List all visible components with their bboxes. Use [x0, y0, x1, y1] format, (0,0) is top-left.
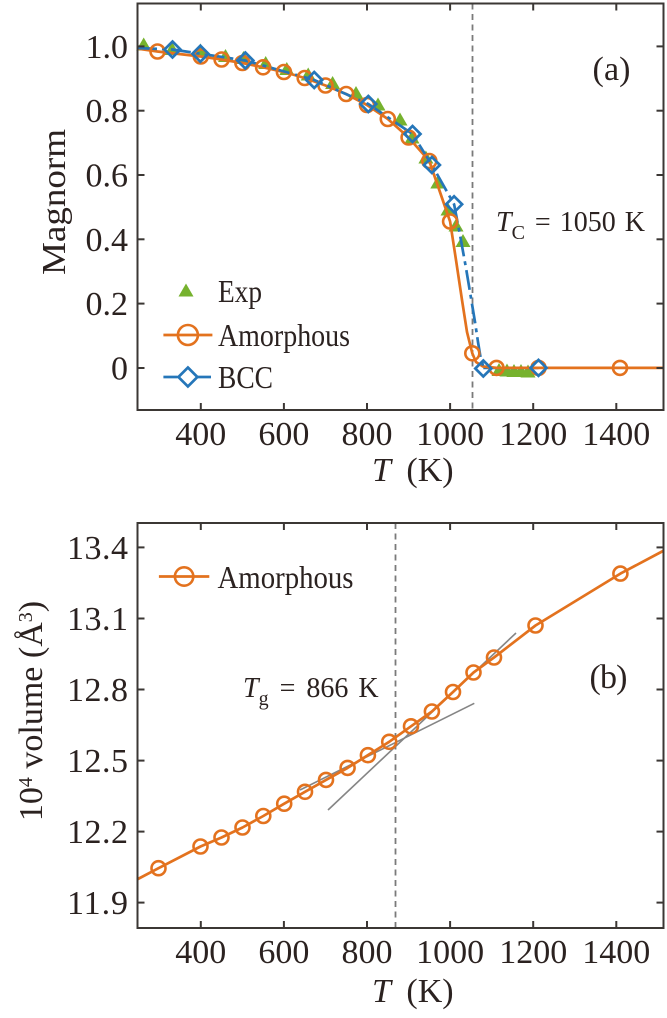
svg-text:1200: 1200	[499, 416, 567, 453]
svg-text:1000: 1000	[416, 416, 484, 453]
svg-text:600: 600	[258, 416, 309, 453]
svg-text:800: 800	[342, 416, 393, 453]
svg-text:13.1: 13.1	[67, 601, 128, 638]
svg-text:0.2: 0.2	[86, 286, 129, 323]
svg-text:1.0: 1.0	[86, 29, 129, 66]
svg-text:T (K): T (K)	[372, 452, 454, 489]
svg-text:BCC: BCC	[218, 359, 273, 395]
svg-text:12.5: 12.5	[67, 743, 128, 780]
svg-text:104 volume (Å3): 104 volume (Å3)	[13, 601, 50, 821]
svg-text:11.9: 11.9	[67, 885, 128, 922]
svg-text:1200: 1200	[499, 934, 567, 971]
svg-text:600: 600	[258, 934, 309, 971]
svg-text:800: 800	[342, 934, 393, 971]
svg-text:400: 400	[175, 416, 226, 453]
svg-text:1400: 1400	[582, 416, 650, 453]
svg-text:12.8: 12.8	[67, 672, 128, 709]
svg-text:(b): (b)	[590, 659, 628, 696]
svg-text:400: 400	[175, 934, 226, 971]
svg-text:0.4: 0.4	[86, 222, 129, 259]
svg-text:Exp: Exp	[218, 273, 262, 309]
svg-text:0: 0	[111, 351, 128, 388]
svg-text:12.2: 12.2	[67, 814, 128, 851]
svg-text:T (K): T (K)	[372, 973, 454, 1010]
svg-text:13.4: 13.4	[67, 530, 128, 567]
svg-text:Amorphous: Amorphous	[218, 559, 354, 595]
svg-text:Magnorm: Magnorm	[36, 129, 73, 275]
svg-text:1000: 1000	[416, 934, 484, 971]
svg-text:0.6: 0.6	[86, 158, 129, 195]
svg-text:(a): (a)	[593, 51, 631, 88]
svg-text:0.8: 0.8	[86, 93, 129, 130]
svg-text:Amorphous: Amorphous	[218, 317, 350, 353]
svg-text:1400: 1400	[582, 934, 650, 971]
